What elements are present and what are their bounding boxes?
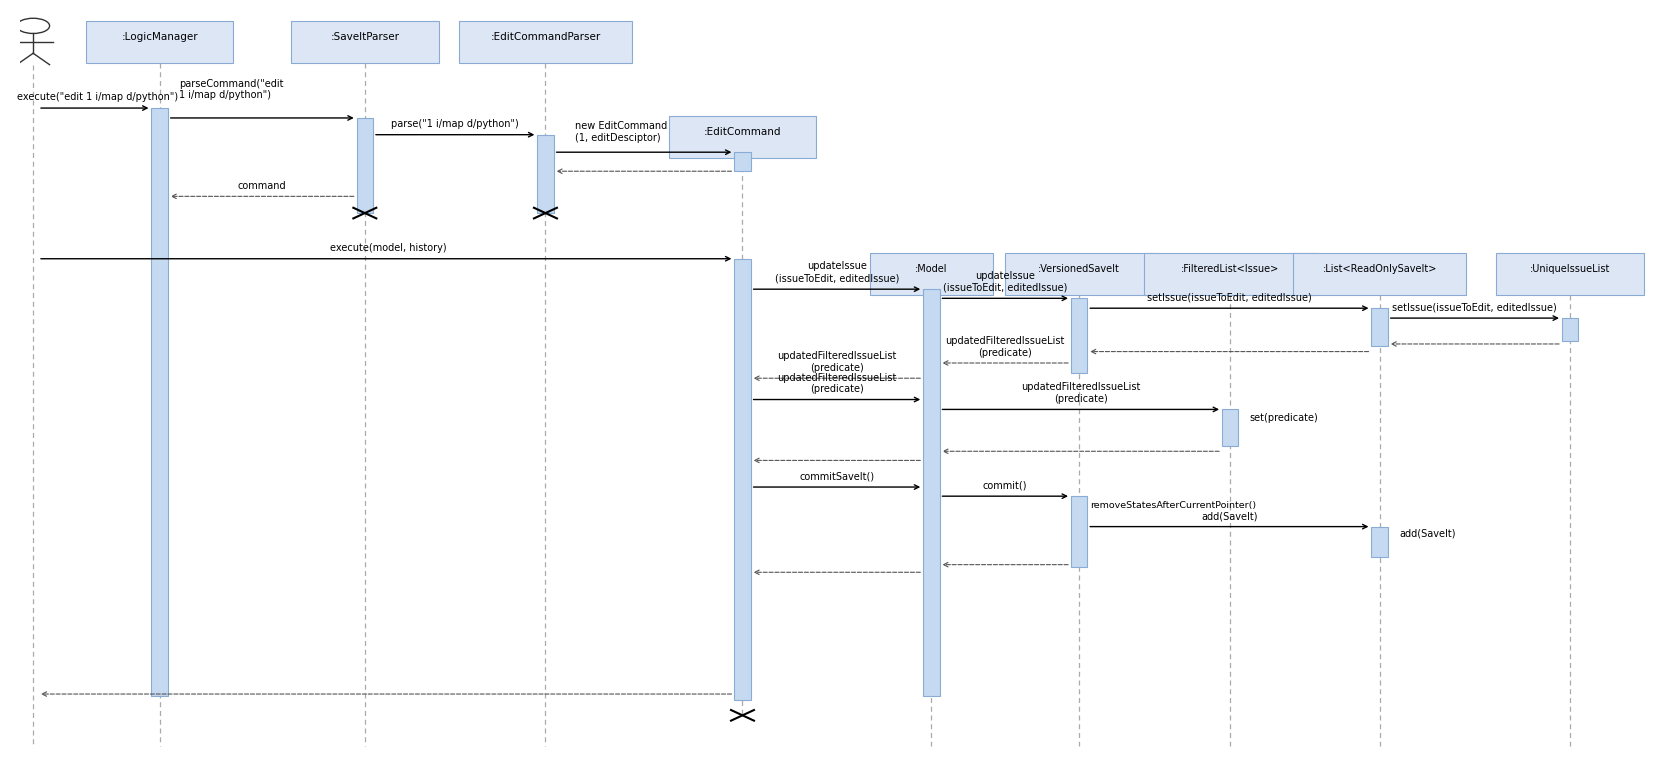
Text: :UniqueIssueList: :UniqueIssueList — [1529, 264, 1610, 274]
Text: updatedFilteredIssueList
(predicate): updatedFilteredIssueList (predicate) — [1020, 383, 1140, 404]
Text: new EditCommand
(1, editDesciptor): new EditCommand (1, editDesciptor) — [575, 122, 666, 143]
Bar — [1006, 253, 1153, 295]
Text: removeStatesAfterCurrentPointer(): removeStatesAfterCurrentPointer() — [1090, 501, 1256, 510]
Text: :FilteredList<Issue>: :FilteredList<Issue> — [1182, 264, 1280, 274]
Bar — [459, 21, 632, 63]
Text: execute(model, history): execute(model, history) — [329, 244, 445, 253]
Text: command: command — [238, 181, 286, 191]
Bar — [291, 21, 439, 63]
Bar — [922, 289, 939, 696]
Text: updatedFilteredIssueList
(predicate): updatedFilteredIssueList (predicate) — [778, 352, 896, 373]
Text: :List<ReadOnlySaveIt>: :List<ReadOnlySaveIt> — [1323, 264, 1436, 274]
Text: set(predicate): set(predicate) — [1250, 413, 1318, 423]
Text: updateIssue
(issueToEdit, editedIssue): updateIssue (issueToEdit, editedIssue) — [774, 262, 899, 283]
Text: commit(): commit() — [982, 481, 1027, 491]
Bar — [357, 118, 372, 213]
Bar — [1371, 308, 1388, 346]
Bar — [1070, 298, 1087, 373]
Bar — [1371, 527, 1388, 557]
Text: :EditCommand: :EditCommand — [703, 127, 781, 137]
Text: :SaveItParser: :SaveItParser — [331, 32, 399, 42]
Text: :EditCommandParser: :EditCommandParser — [490, 32, 600, 42]
Text: parse("1 i/map d/python"): parse("1 i/map d/python") — [391, 119, 519, 129]
Bar — [869, 253, 992, 295]
Bar — [537, 135, 553, 213]
Text: add(SaveIt): add(SaveIt) — [1202, 511, 1258, 521]
Bar — [1496, 253, 1644, 295]
Bar — [1293, 253, 1466, 295]
Text: updatedFilteredIssueList
(predicate): updatedFilteredIssueList (predicate) — [946, 336, 1065, 358]
Text: setIssue(issueToEdit, editedIssue): setIssue(issueToEdit, editedIssue) — [1393, 303, 1557, 313]
Text: add(SaveIt): add(SaveIt) — [1399, 528, 1456, 538]
Text: commitSaveIt(): commitSaveIt() — [799, 472, 874, 482]
Bar — [1222, 409, 1238, 446]
Bar — [1143, 253, 1316, 295]
Text: :Model: :Model — [916, 264, 947, 274]
Bar — [735, 259, 751, 700]
Bar — [86, 21, 233, 63]
Text: :LogicManager: :LogicManager — [121, 32, 198, 42]
Bar — [1070, 496, 1087, 567]
Text: parseCommand("edit
1 i/map d/python"): parseCommand("edit 1 i/map d/python") — [179, 79, 284, 100]
Text: :VersionedSaveIt: :VersionedSaveIt — [1039, 264, 1120, 274]
Bar — [668, 116, 816, 158]
Bar — [735, 152, 751, 171]
Bar — [151, 108, 168, 696]
Bar — [1562, 318, 1579, 341]
Text: updateIssue
(issueToEdit, editedIssue): updateIssue (issueToEdit, editedIssue) — [942, 271, 1067, 292]
Text: execute("edit 1 i/map d/python"): execute("edit 1 i/map d/python") — [17, 92, 178, 102]
Text: updatedFilteredIssueList
(predicate): updatedFilteredIssueList (predicate) — [778, 373, 896, 394]
Text: setIssue(issueToEdit, editedIssue): setIssue(issueToEdit, editedIssue) — [1147, 293, 1311, 303]
